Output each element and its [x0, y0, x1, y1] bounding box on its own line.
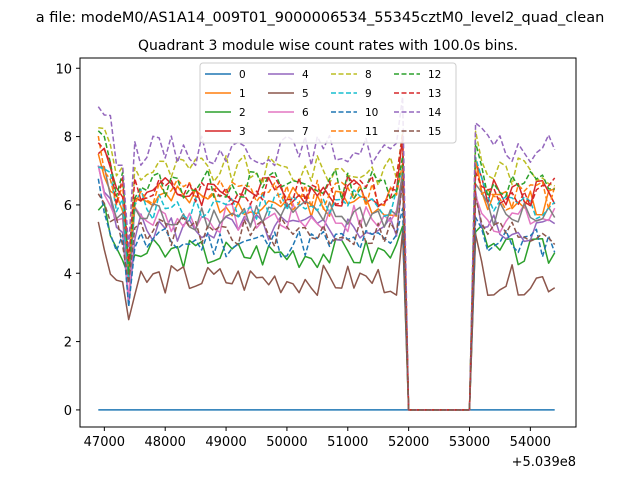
series-line-10: [97, 178, 556, 411]
y-tick-label: 4: [64, 267, 72, 282]
series-line-14: [97, 96, 556, 411]
x-tick-label: 51000: [327, 435, 368, 450]
y-tick-label: 0: [64, 404, 72, 419]
series-line-8: [98, 126, 555, 411]
y-axis: 0 2 4 6 8 10: [55, 62, 80, 419]
series-line-11: [97, 135, 556, 411]
y-tick-label: 2: [64, 336, 72, 351]
legend-label: 4: [302, 69, 309, 81]
x-axis: 47000 48000 49000 50000 51000 52000 53000 54000: [84, 427, 551, 450]
x-tick-label: 49000: [205, 435, 246, 450]
legend-label: 15: [428, 126, 441, 138]
y-tick-label: 10: [55, 62, 72, 77]
x-tick-label: 47000: [84, 435, 125, 450]
legend-label: 9: [365, 88, 372, 100]
legend-label: 7: [302, 126, 309, 138]
legend-label: 1: [239, 88, 246, 100]
legend-label: 5: [302, 88, 309, 100]
x-tick-label: 52000: [388, 435, 429, 450]
legend-label: 10: [365, 107, 378, 119]
series-line-13: [97, 134, 556, 411]
legend-label: 13: [428, 88, 441, 100]
x-tick-label: 48000: [145, 435, 186, 450]
series-line-4: [97, 165, 556, 411]
y-tick-label: 6: [64, 199, 72, 214]
legend-label: 12: [428, 69, 441, 81]
x-tick-label: 54000: [510, 435, 551, 450]
legend-label: 14: [428, 107, 442, 119]
series-line-9: [98, 156, 556, 411]
legend-label: 2: [239, 107, 246, 119]
figure-suptitle: a file: modeM0/AS1A14_009T01_9000006534_…: [36, 10, 605, 26]
y-tick-label: 8: [64, 131, 72, 146]
legend-label: 6: [302, 107, 309, 119]
series-line-5: [97, 221, 556, 411]
x-offset-label: +5.039e8: [512, 455, 576, 470]
series-line-2: [97, 202, 556, 411]
legend-frame: [199, 62, 457, 144]
legend-label: 8: [365, 69, 372, 81]
chart-title: Quadrant 3 module wise count rates with …: [138, 38, 518, 54]
legend-label: 11: [365, 126, 378, 138]
legend-label: 3: [239, 126, 246, 138]
x-tick-label: 53000: [449, 435, 490, 450]
series-line-7: [98, 165, 556, 411]
plot-frame: [79, 57, 577, 428]
x-tick-label: 50000: [266, 435, 307, 450]
plot-lines: [97, 96, 556, 411]
series-line-15: [97, 180, 556, 411]
legend-label: 0: [239, 69, 246, 81]
